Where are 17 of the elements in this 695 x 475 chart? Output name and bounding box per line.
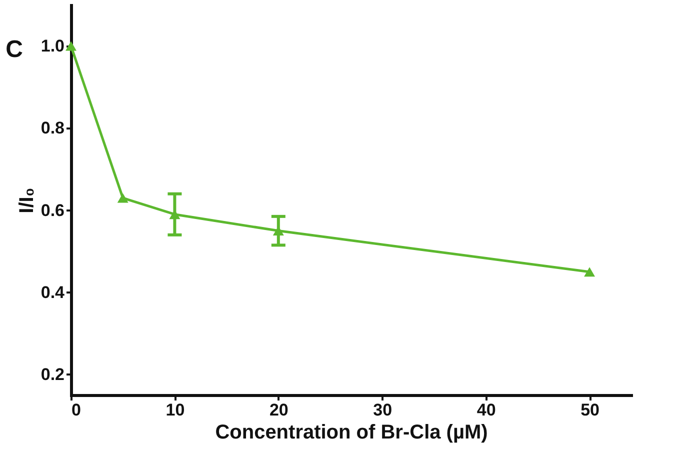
point: [66, 41, 76, 51]
y-tick-label: 0.8: [40, 118, 64, 138]
y-axis-title: I/I₀: [16, 188, 38, 214]
x-tick-label: 10: [166, 400, 185, 420]
point: [584, 267, 595, 277]
y-tick-label: 0.6: [40, 200, 64, 220]
x-tick-label: 40: [476, 400, 496, 420]
x-tick-label: 30: [373, 400, 392, 420]
y-tick-label: 0.2: [40, 364, 64, 384]
text: C: [6, 36, 23, 63]
x-axis-title: Concentration of Br-Cla (µM): [215, 422, 488, 444]
x-tick-label: 0: [72, 400, 81, 420]
point: [117, 193, 128, 203]
x-tick-label: 20: [269, 400, 288, 420]
y-tick-label: 1.0: [40, 36, 64, 56]
x-tick-label: 50: [580, 400, 600, 420]
y-tick-label: 0.4: [40, 282, 66, 302]
